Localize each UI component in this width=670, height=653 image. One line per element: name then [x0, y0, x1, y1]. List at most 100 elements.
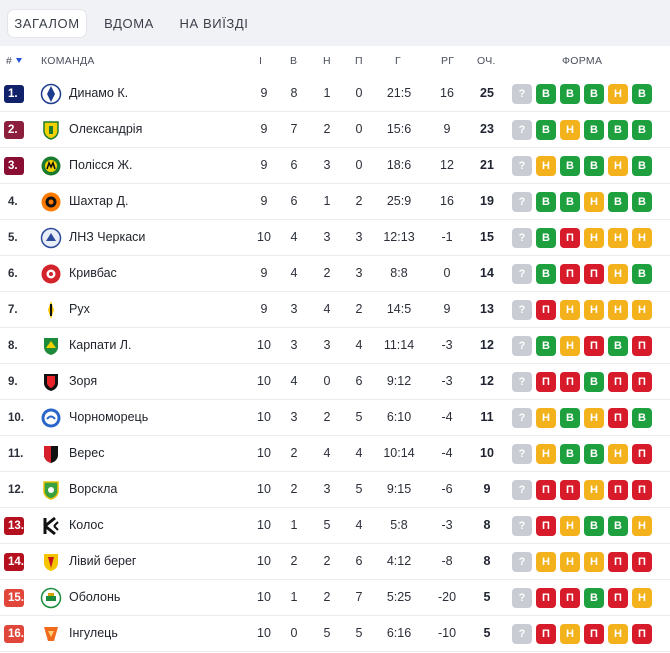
form-result-chip[interactable]: П — [632, 372, 652, 392]
form-result-chip[interactable]: Н — [536, 444, 556, 464]
form-result-chip[interactable]: Н — [584, 300, 604, 320]
form-result-chip[interactable]: П — [536, 480, 556, 500]
team-name[interactable]: Зоря — [69, 374, 98, 388]
form-result-chip[interactable]: П — [560, 228, 580, 248]
form-result-chip[interactable]: В — [632, 264, 652, 284]
table-row[interactable]: 3. Полісся Ж. 9 6 3 0 18:6 12 21? Н В В Н В — [0, 148, 670, 184]
form-result-chip[interactable]: Н — [608, 624, 628, 644]
upcoming-match-chip[interactable]: ? — [512, 408, 532, 428]
form-result-chip[interactable]: П — [608, 552, 628, 572]
form-result-chip[interactable]: В — [608, 192, 628, 212]
form-result-chip[interactable]: В — [632, 84, 652, 104]
form-result-chip[interactable]: П — [608, 372, 628, 392]
form-result-chip[interactable]: В — [608, 120, 628, 140]
upcoming-match-chip[interactable]: ? — [512, 300, 532, 320]
table-row[interactable]: 1. Динамо К. 9 8 1 0 21:5 16 25? В В В Н В — [0, 76, 670, 112]
upcoming-match-chip[interactable]: ? — [512, 624, 532, 644]
form-result-chip[interactable]: Н — [632, 300, 652, 320]
table-row[interactable]: 9. Зоря 10 4 0 6 9:12 -3 12? П П В П П — [0, 364, 670, 400]
form-result-chip[interactable]: П — [560, 588, 580, 608]
form-result-chip[interactable]: Н — [632, 516, 652, 536]
form-result-chip[interactable]: Н — [560, 552, 580, 572]
form-result-chip[interactable]: Н — [584, 192, 604, 212]
team-name[interactable]: Динамо К. — [69, 86, 129, 100]
team-name[interactable]: Кривбас — [69, 266, 117, 280]
form-result-chip[interactable]: П — [608, 480, 628, 500]
form-result-chip[interactable]: Н — [608, 156, 628, 176]
form-result-chip[interactable]: Н — [584, 228, 604, 248]
form-result-chip[interactable]: Н — [632, 588, 652, 608]
form-result-chip[interactable]: Н — [608, 228, 628, 248]
team-name[interactable]: Чорноморець — [69, 410, 149, 424]
upcoming-match-chip[interactable]: ? — [512, 120, 532, 140]
form-result-chip[interactable]: Н — [560, 624, 580, 644]
table-row[interactable]: 8. Карпати Л. 10 3 3 4 11:14 -3 12? В Н П В П — [0, 328, 670, 364]
form-result-chip[interactable]: П — [608, 588, 628, 608]
table-row[interactable]: 14. Лівий берег 10 2 2 6 4:12 -8 8? Н Н Н П П — [0, 544, 670, 580]
form-result-chip[interactable]: Н — [608, 300, 628, 320]
upcoming-match-chip[interactable]: ? — [512, 588, 532, 608]
team-name[interactable]: Ворскла — [69, 482, 118, 496]
form-result-chip[interactable]: П — [632, 552, 652, 572]
form-result-chip[interactable]: В — [560, 84, 580, 104]
team-name[interactable]: Інгулець — [69, 626, 118, 640]
upcoming-match-chip[interactable]: ? — [512, 228, 532, 248]
team-name[interactable]: Верес — [69, 446, 105, 460]
form-result-chip[interactable]: П — [560, 264, 580, 284]
team-name[interactable]: Олександрія — [69, 122, 143, 136]
form-result-chip[interactable]: П — [536, 300, 556, 320]
upcoming-match-chip[interactable]: ? — [512, 480, 532, 500]
form-result-chip[interactable]: Н — [608, 444, 628, 464]
team-name[interactable]: Полісся Ж. — [69, 158, 133, 172]
table-row[interactable]: 10. Чорноморець 10 3 2 5 6:10 -4 11? Н В Н П В — [0, 400, 670, 436]
team-name[interactable]: Лівий берег — [69, 554, 137, 568]
table-row[interactable]: 2. Олександрія 9 7 2 0 15:6 9 23? В Н В В В — [0, 112, 670, 148]
team-name[interactable]: Карпати Л. — [69, 338, 132, 352]
team-name[interactable]: Рух — [69, 302, 90, 316]
form-result-chip[interactable]: П — [584, 336, 604, 356]
form-result-chip[interactable]: П — [608, 408, 628, 428]
upcoming-match-chip[interactable]: ? — [512, 444, 532, 464]
table-row[interactable]: 13. Колос 10 1 5 4 5:8 -3 8? П Н В В Н — [0, 508, 670, 544]
table-row[interactable]: 12. Ворскла 10 2 3 5 9:15 -6 9? П П Н П П — [0, 472, 670, 508]
table-row[interactable]: 11. Верес 10 2 4 4 10:14 -4 10? Н В В Н П — [0, 436, 670, 472]
form-result-chip[interactable]: Н — [560, 300, 580, 320]
form-result-chip[interactable]: В — [560, 408, 580, 428]
upcoming-match-chip[interactable]: ? — [512, 156, 532, 176]
upcoming-match-chip[interactable]: ? — [512, 84, 532, 104]
form-result-chip[interactable]: В — [584, 120, 604, 140]
table-row[interactable]: 15. Оболонь 10 1 2 7 5:25 -20 5? П П В П Н — [0, 580, 670, 616]
upcoming-match-chip[interactable]: ? — [512, 264, 532, 284]
form-result-chip[interactable]: П — [560, 480, 580, 500]
form-result-chip[interactable]: Н — [560, 516, 580, 536]
form-result-chip[interactable]: В — [584, 516, 604, 536]
form-result-chip[interactable]: В — [536, 192, 556, 212]
form-result-chip[interactable]: Н — [584, 552, 604, 572]
table-row[interactable]: 5. ЛНЗ Черкаси 10 4 3 3 12:13 -1 15? В П Н Н Н — [0, 220, 670, 256]
team-name[interactable]: Оболонь — [69, 590, 121, 604]
form-result-chip[interactable]: П — [584, 624, 604, 644]
form-result-chip[interactable]: В — [584, 588, 604, 608]
form-result-chip[interactable]: Н — [584, 480, 604, 500]
upcoming-match-chip[interactable]: ? — [512, 336, 532, 356]
form-result-chip[interactable]: П — [632, 480, 652, 500]
form-result-chip[interactable]: П — [632, 444, 652, 464]
form-result-chip[interactable]: В — [536, 228, 556, 248]
team-name[interactable]: ЛНЗ Черкаси — [69, 230, 146, 244]
form-result-chip[interactable]: Н — [608, 84, 628, 104]
form-result-chip[interactable]: В — [584, 84, 604, 104]
table-row[interactable]: 16. Інгулець 10 0 5 5 6:16 -10 5? П Н П Н П — [0, 616, 670, 652]
table-row[interactable]: 4. Шахтар Д. 9 6 1 2 25:9 16 19? В В Н В В — [0, 184, 670, 220]
upcoming-match-chip[interactable]: ? — [512, 192, 532, 212]
rank-header[interactable]: # — [6, 55, 23, 67]
form-result-chip[interactable]: Н — [560, 336, 580, 356]
form-result-chip[interactable]: В — [608, 516, 628, 536]
form-result-chip[interactable]: Н — [584, 408, 604, 428]
form-result-chip[interactable]: П — [536, 372, 556, 392]
form-result-chip[interactable]: П — [536, 624, 556, 644]
tab-away[interactable]: НА ВИЇЗДІ — [179, 16, 249, 31]
team-name[interactable]: Шахтар Д. — [69, 194, 129, 208]
form-result-chip[interactable]: П — [536, 516, 556, 536]
form-result-chip[interactable]: П — [584, 264, 604, 284]
form-result-chip[interactable]: В — [584, 444, 604, 464]
